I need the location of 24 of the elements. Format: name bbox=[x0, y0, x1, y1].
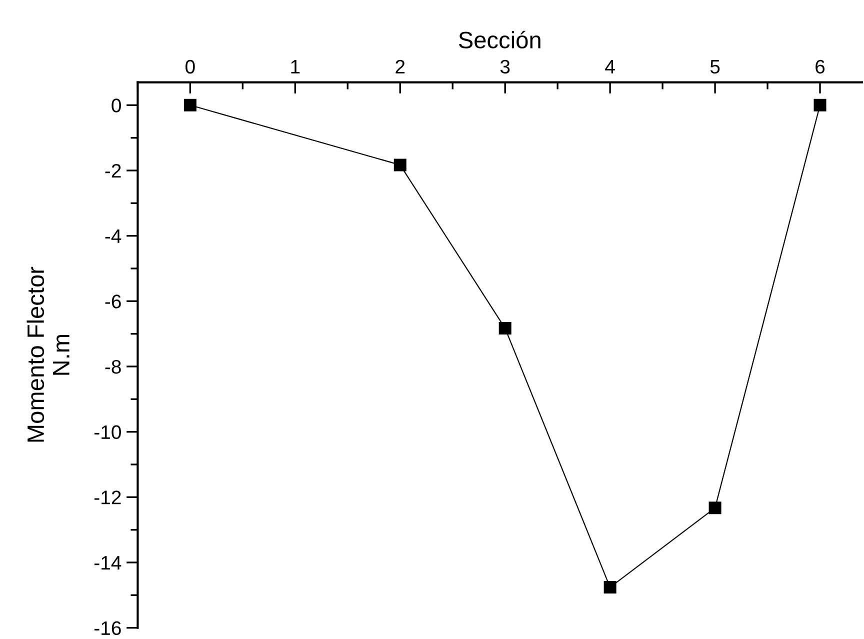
x-tick-label: 6 bbox=[816, 60, 825, 74]
y-tick-label: -4 bbox=[105, 229, 122, 243]
y-tick-label: -8 bbox=[105, 360, 121, 374]
point bbox=[708, 502, 722, 514]
y-tick-label: -16 bbox=[94, 621, 121, 636]
y-tick-label: -6 bbox=[105, 294, 121, 308]
point bbox=[394, 158, 406, 172]
point bbox=[498, 322, 512, 335]
point bbox=[184, 98, 196, 112]
y-tick-label: -12 bbox=[94, 490, 121, 504]
x-tick-label: 2 bbox=[396, 60, 405, 74]
x-tick-label: 5 bbox=[710, 60, 720, 74]
y-axis-title: Momento Flector N.m bbox=[26, 266, 70, 442]
x-tick-label: 3 bbox=[500, 60, 510, 74]
x-tick-label: 0 bbox=[186, 60, 195, 74]
x-tick-label: 1 bbox=[291, 60, 300, 74]
point bbox=[814, 98, 826, 112]
y-tick-label: -14 bbox=[94, 556, 122, 570]
x-axis-title: Sección bbox=[458, 30, 540, 48]
x-tick-label: 4 bbox=[605, 60, 615, 74]
y-tick-label: -10 bbox=[94, 425, 121, 440]
y-tick-label: -2 bbox=[105, 164, 121, 178]
point bbox=[604, 581, 616, 594]
y-tick-label: 0 bbox=[112, 98, 121, 112]
